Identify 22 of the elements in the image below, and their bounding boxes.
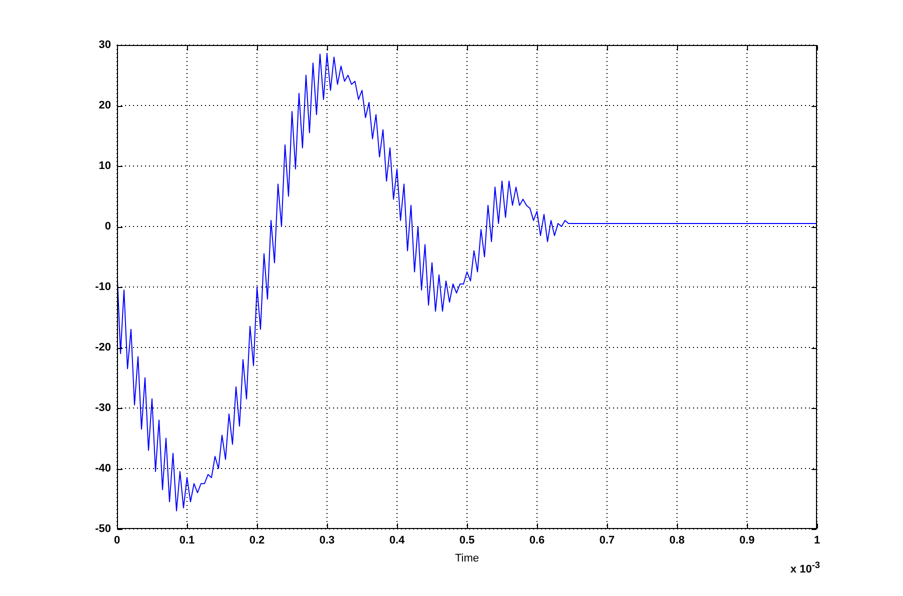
x-tick-label: 0.5 (459, 534, 475, 547)
y-tick-label: -10 (95, 281, 111, 294)
x-tick-label: 0.9 (739, 534, 755, 547)
x-tick-label: 0.2 (249, 534, 265, 547)
y-tick-label: -20 (95, 342, 111, 354)
x-tick-label: 0.6 (529, 534, 545, 547)
y-tick-label: -50 (95, 523, 111, 536)
x-tick-label: 1 (814, 534, 820, 547)
y-tick-label: 0 (104, 220, 111, 233)
y-tick-label: 20 (98, 100, 111, 112)
x-tick-label: 0.1 (179, 534, 195, 547)
y-tick-label: -40 (95, 462, 111, 475)
x-tick-label: 0.7 (599, 534, 615, 547)
x-tick-label: 0 (114, 534, 120, 547)
x-tick-label: 0.8 (669, 534, 685, 547)
y-tick-label: -30 (95, 402, 111, 414)
x-tick-label: 0.3 (319, 534, 335, 547)
text: x 10$^{-3}$ (790, 559, 820, 577)
y-tick-label: 30 (98, 39, 111, 52)
x-axis-title: Time (454, 552, 480, 564)
y-tick-label: 10 (98, 160, 111, 172)
x-tick-label: 0.4 (389, 534, 406, 547)
